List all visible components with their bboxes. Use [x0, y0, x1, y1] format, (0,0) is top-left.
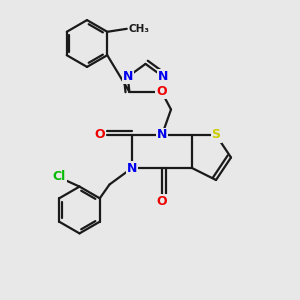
Text: N: N	[158, 70, 168, 83]
Text: O: O	[156, 85, 167, 98]
Text: N: N	[127, 161, 137, 175]
Text: Cl: Cl	[53, 170, 66, 183]
Text: N: N	[123, 70, 133, 83]
Text: N: N	[157, 128, 167, 142]
Text: O: O	[94, 128, 105, 142]
Text: S: S	[212, 128, 220, 142]
Text: CH₃: CH₃	[128, 24, 149, 34]
Text: O: O	[157, 195, 167, 208]
